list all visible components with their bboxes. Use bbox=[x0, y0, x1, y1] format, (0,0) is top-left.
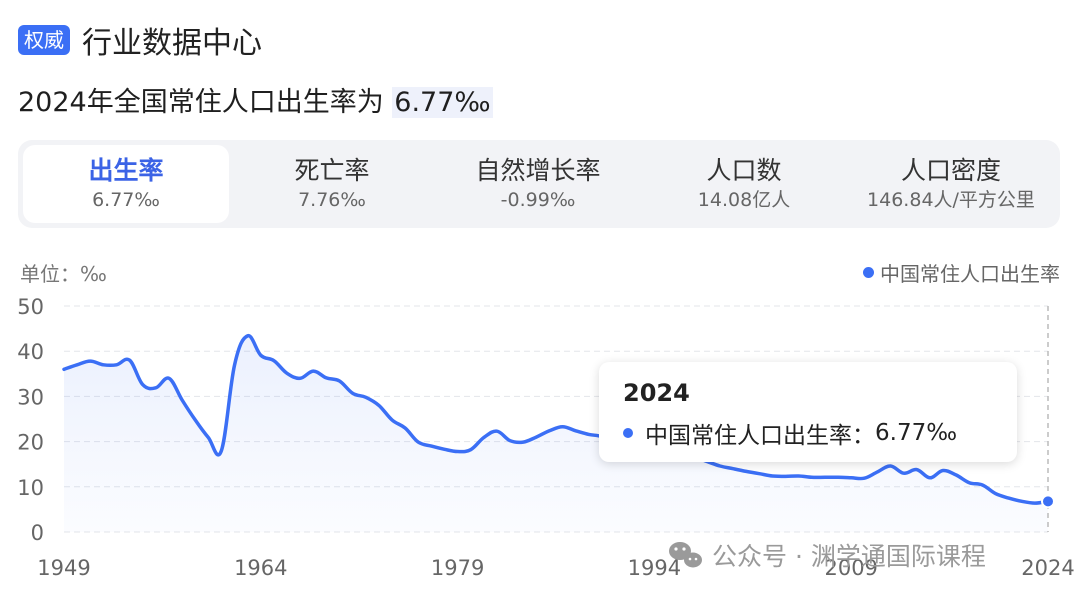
authority-badge: 权威 bbox=[18, 25, 70, 55]
legend-label: 中国常住人口出生率 bbox=[880, 262, 1060, 286]
y-tick-label: 10 bbox=[17, 476, 44, 500]
series-line bbox=[62, 334, 1050, 505]
tab-value: 6.77‰ bbox=[92, 189, 160, 211]
x-tick-label: 1979 bbox=[431, 556, 484, 580]
y-tick-label: 20 bbox=[17, 431, 44, 455]
tab-value: 14.08亿人 bbox=[697, 189, 791, 211]
chart-legend[interactable]: 中国常住人口出生率 bbox=[863, 258, 1060, 287]
headline: 2024年全国常住人口出生率为 6.77‰ bbox=[18, 80, 493, 119]
unit-label: 单位：‰ bbox=[20, 262, 107, 286]
y-tick-label: 0 bbox=[31, 521, 44, 545]
wechat-icon bbox=[669, 542, 702, 568]
tab-population[interactable]: 人口数 14.08亿人 bbox=[641, 145, 847, 223]
x-tick-label: 2024 bbox=[1021, 556, 1074, 580]
tooltip-row: 中国常住人口出生率： 6.77‰ bbox=[623, 416, 993, 450]
series-area bbox=[64, 335, 1048, 532]
tab-birth-rate[interactable]: 出生率 6.77‰ bbox=[23, 145, 229, 223]
tab-value: 7.76‰ bbox=[298, 189, 366, 211]
y-tick-label: 30 bbox=[17, 385, 44, 409]
y-tick-label: 40 bbox=[17, 340, 44, 364]
highlight-data-point[interactable] bbox=[1041, 494, 1055, 509]
tooltip-dot-icon bbox=[623, 428, 633, 438]
tab-death-rate[interactable]: 死亡率 7.76‰ bbox=[229, 145, 435, 223]
x-tick-label: 2009 bbox=[824, 556, 877, 580]
headline-value: 6.77‰ bbox=[392, 87, 493, 118]
tab-natural-growth-rate[interactable]: 自然增长率 -0.99‰ bbox=[435, 145, 641, 223]
chart-tooltip: 2024 中国常住人口出生率： 6.77‰ bbox=[599, 362, 1017, 462]
headline-text: 2024年全国常住人口出生率为 bbox=[18, 87, 393, 118]
tooltip-year: 2024 bbox=[623, 379, 690, 407]
tooltip-series-label: 中国常住人口出生率： bbox=[645, 423, 875, 449]
tab-label: 人口密度 bbox=[900, 156, 1001, 185]
watermark: 公众号 · 渊学通国际课程 bbox=[669, 542, 986, 571]
tab-label: 死亡率 bbox=[294, 156, 370, 185]
tab-population-density[interactable]: 人口密度 146.84人/平方公里 bbox=[847, 145, 1055, 223]
tab-label: 人口数 bbox=[706, 156, 782, 185]
legend-dot-icon bbox=[863, 267, 874, 278]
x-tick-label: 1964 bbox=[234, 556, 287, 580]
header: 权威 行业数据中心 bbox=[18, 22, 262, 61]
x-tick-label: 1949 bbox=[37, 556, 90, 580]
page-title: 行业数据中心 bbox=[82, 26, 262, 61]
tab-label: 出生率 bbox=[88, 156, 164, 185]
indicator-tabs: 出生率 6.77‰ 死亡率 7.76‰ 自然增长率 -0.99‰ 人口数 14.… bbox=[18, 140, 1060, 228]
x-tick-label: 1994 bbox=[628, 556, 681, 580]
watermark-text: 公众号 · 渊学通国际课程 bbox=[712, 542, 986, 571]
tooltip-value: 6.77‰ bbox=[875, 420, 958, 446]
tab-value: 146.84人/平方公里 bbox=[867, 189, 1035, 211]
tab-label: 自然增长率 bbox=[475, 156, 601, 185]
y-tick-label: 50 bbox=[17, 295, 44, 319]
tab-value: -0.99‰ bbox=[500, 189, 576, 211]
